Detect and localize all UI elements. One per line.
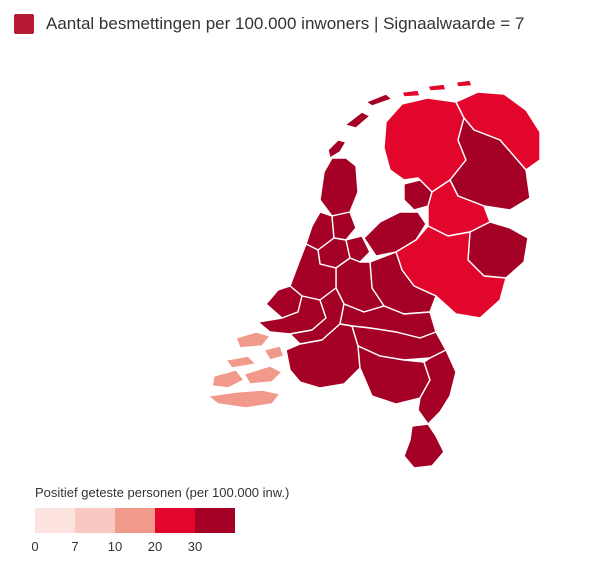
region-gooi-vechtstreek[interactable] bbox=[345, 235, 371, 263]
scale-bin-7-10 bbox=[75, 508, 115, 533]
region-waddeneilanden-3[interactable] bbox=[365, 93, 393, 107]
scale-bin-10-20 bbox=[115, 508, 155, 533]
region-zeeland-noord-beveland[interactable] bbox=[225, 355, 257, 369]
region-zeeland-schouwen[interactable] bbox=[235, 331, 271, 349]
region-waddeneilanden-6[interactable] bbox=[455, 79, 473, 88]
region-waddeneilanden-4[interactable] bbox=[401, 89, 421, 98]
safety-regions bbox=[207, 79, 541, 469]
region-zeeland-vlaanderen[interactable] bbox=[207, 389, 281, 409]
scale-bin-30-plus bbox=[195, 508, 235, 533]
map-legend-header: Aantal besmettingen per 100.000 inwoners… bbox=[14, 14, 524, 34]
scale-tick-20: 20 bbox=[147, 539, 163, 554]
scale-bins bbox=[35, 508, 289, 533]
region-zaanstreek-waterland[interactable] bbox=[331, 211, 357, 241]
region-zuid-limburg[interactable] bbox=[403, 423, 445, 469]
scale-tick-30: 30 bbox=[187, 539, 203, 554]
region-noord-holland-noord[interactable] bbox=[319, 157, 359, 217]
scale-tick-7: 7 bbox=[71, 539, 79, 554]
region-flevoland[interactable] bbox=[363, 211, 427, 257]
scale-bin-20-30 bbox=[155, 508, 195, 533]
scale-title: Positief geteste personen (per 100.000 i… bbox=[35, 485, 290, 500]
region-waddeneilanden-2[interactable] bbox=[344, 111, 371, 129]
region-zeeland-zuid-beveland[interactable] bbox=[243, 365, 283, 385]
map-title: Aantal besmettingen per 100.000 inwoners… bbox=[46, 14, 525, 33]
region-waddeneilanden-5[interactable] bbox=[427, 83, 447, 92]
scale-ticks: 0 7 10 20 30 bbox=[31, 539, 289, 557]
region-waddeneilanden[interactable] bbox=[327, 139, 347, 159]
region-zeeland-tholen[interactable] bbox=[263, 345, 285, 361]
scale-tick-10: 10 bbox=[107, 539, 123, 554]
scale-bin-0-7 bbox=[35, 508, 75, 533]
legend-swatch bbox=[14, 14, 34, 34]
region-zeeland-walcheren[interactable] bbox=[211, 369, 245, 389]
color-scale-legend: Positief geteste personen (per 100.000 i… bbox=[31, 485, 290, 557]
scale-tick-0: 0 bbox=[31, 539, 39, 554]
